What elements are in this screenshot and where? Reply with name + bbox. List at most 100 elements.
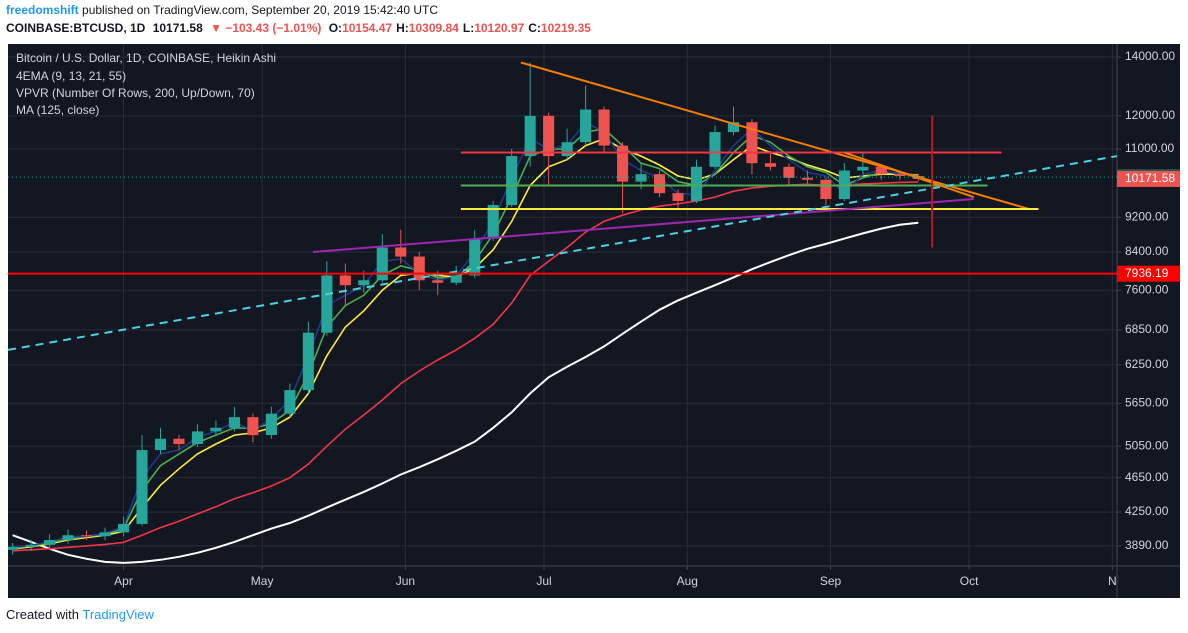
candle-body [580,109,592,143]
candle-body [210,427,222,432]
author[interactable]: freedomshift [6,3,79,17]
ohlc-key: L: [462,21,475,35]
price-label: 7936.19 [1125,266,1169,280]
ohlc-value: 10154.47 [342,21,393,35]
candle-body [99,532,111,537]
brand[interactable]: TradingView [82,607,154,622]
symbol: COINBASE:BTCUSD, 1D [6,21,146,35]
candle-body [894,174,906,177]
indicator-label: VPVR (Number Of Rows, 200, Up/Down, 70) [16,86,255,100]
candle-body [173,438,185,444]
y-tick-label: 5650.00 [1125,396,1169,410]
candle-body [690,166,703,202]
candle-body [247,417,259,436]
candle-body [820,179,832,200]
candle-body [81,535,93,537]
candle-body [191,431,203,444]
x-tick-label: Oct [960,574,979,588]
y-tick-label: 9200.00 [1125,209,1169,223]
y-tick-label: 3890.00 [1125,538,1169,552]
footer: Created with TradingView [6,607,154,622]
x-tick-label: Jun [396,574,415,588]
candle-body [783,166,795,178]
candle-body [62,535,74,541]
candle-body [228,417,240,428]
candle-body [746,122,758,164]
candle-body [136,450,148,524]
candle-body [450,275,462,283]
candle-body [8,546,19,550]
price-label-box [1117,170,1180,187]
last-price: 10171.58 [152,21,203,35]
candle-body [598,109,610,146]
price-label-box [1117,265,1180,282]
price-label: 10171.58 [1125,171,1175,185]
candle-body [672,193,684,202]
candle-body [413,256,425,281]
y-tick-label: 12000.00 [1125,108,1175,122]
grid [8,44,1117,566]
x-tick-label: May [251,574,274,588]
indicator-label: 4EMA (9, 13, 21, 55) [16,69,126,83]
candle-body [635,174,647,182]
indicator-line [12,137,919,550]
x-tick-label: Aug [677,574,698,588]
trend-line [844,151,975,199]
y-tick-label: 7600.00 [1125,282,1169,296]
ohlc-value: 10120.97 [474,21,525,35]
y-tick-label: 4250.00 [1125,504,1169,518]
candle-body [154,438,167,451]
chart-title: Bitcoin / U.S. Dollar, 1D, COINBASE, Hei… [16,51,276,65]
candle-body [543,115,555,157]
candle-body [857,166,869,171]
candle-body [321,275,333,333]
candle-body [469,238,481,276]
y-tick-label: 8400.00 [1125,244,1169,258]
indicator-label: MA (125, close) [16,103,99,117]
y-tick-label: 4650.00 [1125,470,1169,484]
candle-body [487,205,499,239]
candle-body [395,247,407,257]
change: ▼ −103.43 (−1.01%) [210,21,322,35]
ohlc: O:10154.47 H:10309.84 L:10120.97 C:10219.35 [329,21,595,35]
trend-line [312,198,974,253]
candle-body [432,280,444,283]
indicator-line [12,181,919,552]
created-with: Created with [6,607,79,622]
ohlc-key: H: [396,21,409,35]
published: published on TradingView.com, September … [82,3,439,17]
candle-body [376,247,388,281]
candle-body [653,174,666,194]
candle-body [617,145,629,182]
candle-body [284,390,296,414]
candle-body [506,156,518,206]
candle-body [709,132,721,167]
candle-body [524,115,536,157]
ohlc-key: O: [328,21,343,35]
ohlc-key: C: [528,21,541,35]
candle-body [875,166,887,175]
candle-body [727,122,740,133]
header-line: freedomshift published on TradingView.co… [6,3,438,17]
x-tick-label: Sep [820,574,842,588]
x-tick-label: N [1108,574,1117,588]
y-tick-label: 6850.00 [1125,322,1169,336]
candle-body [561,142,573,157]
x-tick-label: Jul [536,574,551,588]
candle-body [339,275,351,286]
candle-body [117,523,130,533]
y-tick-label: 11000.00 [1125,141,1174,155]
symbol-line: COINBASE:BTCUSD, 1D 10171.58 ▼ −103.43 (… [6,21,599,35]
candle-body [25,544,37,547]
chart-background [8,44,1180,598]
y-tick-label: 6250.00 [1125,357,1169,371]
ohlc-value: 10219.35 [540,21,591,35]
candle-body [764,163,776,167]
candle-body [801,177,813,180]
y-tick-label: 5050.00 [1125,438,1169,452]
y-tick-label: 14000.00 [1125,49,1175,63]
candle-body [44,540,56,545]
candle-body [358,280,370,286]
